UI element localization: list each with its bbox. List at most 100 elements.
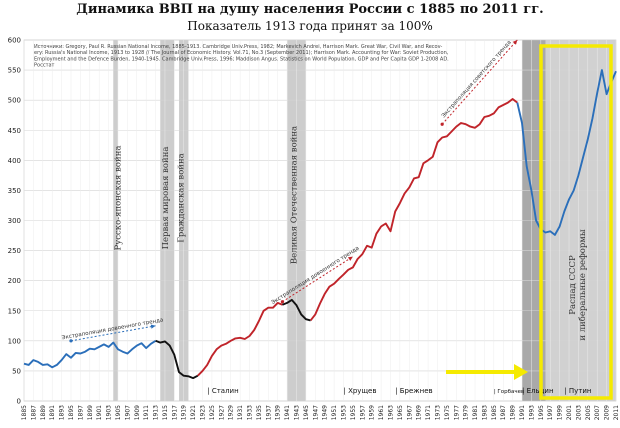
sources-line: Источники: Gregory, Paul R. Russian Nati…	[34, 44, 442, 50]
leader-label: | Сталин	[207, 387, 238, 395]
x-tick-label: 1887	[30, 405, 37, 420]
x-tick-label: 1953	[340, 405, 347, 420]
x-tick-label: 1889	[40, 405, 47, 420]
x-tick-label: 2001	[566, 405, 573, 420]
y-tick-label: 150	[8, 307, 21, 315]
x-tick-label: 1969	[416, 405, 423, 420]
x-tick-label: 1949	[322, 405, 329, 420]
x-tick-label: 1897	[77, 405, 84, 420]
trend-line	[441, 39, 518, 125]
x-tick-label: 1967	[406, 405, 413, 420]
trend-start-dot	[280, 300, 285, 304]
x-tick-label: 1955	[350, 405, 357, 420]
leader-label: | Брежнев	[395, 387, 432, 395]
band-label: Гражданская война	[177, 153, 187, 242]
x-tick-label: 1911	[143, 405, 150, 420]
x-tick-label: 1965	[397, 405, 404, 420]
band-label: Великая Отечественная война	[290, 126, 300, 264]
y-tick-label: 250	[8, 247, 21, 255]
x-tick-label: 1943	[294, 405, 301, 420]
x-tick-label: 1987	[500, 405, 507, 420]
x-tick-label: 1909	[134, 405, 141, 420]
x-tick-label: 1961	[378, 405, 385, 420]
x-tick-label: 1921	[190, 405, 197, 420]
y-tick-label: 100	[8, 337, 21, 345]
x-tick-label: 1925	[209, 405, 216, 420]
x-tick-label: 1891	[49, 405, 56, 420]
x-tick-label: 1947	[312, 405, 319, 420]
x-tick-label: 1927	[218, 405, 225, 420]
chart-title: Динамика ВВП на душу населения России с …	[76, 2, 544, 17]
trend-arrowhead	[150, 324, 156, 329]
x-tick-label: 1923	[200, 405, 207, 420]
band-label: Русско-японская война	[113, 146, 123, 251]
leader-label: | Хрущев	[343, 387, 376, 395]
band-label: и либеральные реформы	[577, 229, 588, 341]
x-tick-label: 1951	[331, 405, 338, 420]
trend-start-dot	[69, 339, 73, 343]
x-tick-label: 1913	[153, 405, 160, 420]
sources-line: Employment and the Defence Burden, 1940-…	[34, 56, 449, 62]
x-tick-label: 2011	[613, 405, 620, 420]
band-label: Первая мировая война	[161, 147, 171, 250]
x-tick-label: 1959	[369, 405, 376, 420]
x-tick-label: 1973	[434, 405, 441, 420]
x-tick-label: 1939	[275, 405, 282, 420]
x-tick-label: 1971	[425, 405, 432, 420]
x-tick-label: 1991	[519, 405, 526, 420]
x-tick-label: 1989	[510, 405, 517, 420]
x-tick-label: 1977	[453, 405, 460, 420]
x-tick-label: 1901	[96, 405, 103, 420]
x-tick-label: 2003	[575, 405, 582, 420]
leader-label: | Путин	[564, 387, 591, 395]
x-tick-label: 1985	[491, 405, 498, 420]
y-tick-label: 200	[8, 277, 21, 285]
trend-line	[282, 256, 354, 303]
series-line	[282, 298, 311, 322]
x-tick-label: 1945	[303, 405, 310, 420]
x-tick-label: 2007	[594, 405, 601, 420]
trend-arrowhead	[512, 40, 518, 45]
y-tick-label: 450	[8, 127, 21, 135]
x-tick-label: 1899	[87, 405, 94, 420]
x-tick-label: 1917	[171, 405, 178, 420]
x-tick-label: 1963	[387, 405, 394, 420]
sources-line: Росстат	[34, 63, 55, 69]
leader-label: | Горбачев	[494, 389, 524, 395]
x-tick-label: 1933	[247, 405, 254, 420]
y-tick-label: 550	[8, 67, 21, 75]
highlight-box	[539, 44, 613, 400]
x-tick-label: 1919	[181, 405, 188, 420]
x-tick-label: 1915	[162, 405, 169, 420]
y-tick-label: 350	[8, 187, 21, 195]
x-tick-label: 1975	[444, 405, 451, 420]
x-tick-label: 1907	[124, 405, 131, 420]
x-tick-label: 1935	[256, 405, 263, 420]
x-tick-label: 2005	[585, 405, 592, 420]
x-tick-label: 1995	[538, 405, 545, 420]
x-tick-label: 1895	[68, 405, 75, 420]
x-tick-label: 1981	[472, 405, 479, 420]
x-tick-label: 1993	[528, 405, 535, 420]
x-tick-label: 1997	[547, 405, 554, 420]
x-tick-label: 1931	[237, 405, 244, 420]
x-tick-label: 1983	[481, 405, 488, 420]
x-tick-label: 1929	[228, 405, 235, 420]
trend-arrowhead	[347, 256, 353, 261]
series-line	[155, 339, 199, 380]
sources-note: Источники: Gregory, Paul R. Russian Nati…	[34, 44, 449, 69]
y-tick-label: 600	[8, 37, 21, 45]
series-line	[309, 98, 518, 321]
x-tick-label: 1957	[359, 405, 366, 420]
x-tick-label: 1905	[115, 405, 122, 420]
y-tick-label: 0	[17, 398, 21, 406]
series-line	[23, 339, 157, 369]
chart-subtitle: Показатель 1913 года принят за 100%	[187, 19, 433, 33]
series-line	[197, 301, 283, 377]
x-tick-label: 1937	[265, 405, 272, 420]
x-tick-label: 1903	[106, 405, 113, 420]
series-line	[516, 69, 617, 236]
x-tick-label: 1941	[284, 405, 291, 420]
y-tick-label: 300	[8, 217, 21, 225]
